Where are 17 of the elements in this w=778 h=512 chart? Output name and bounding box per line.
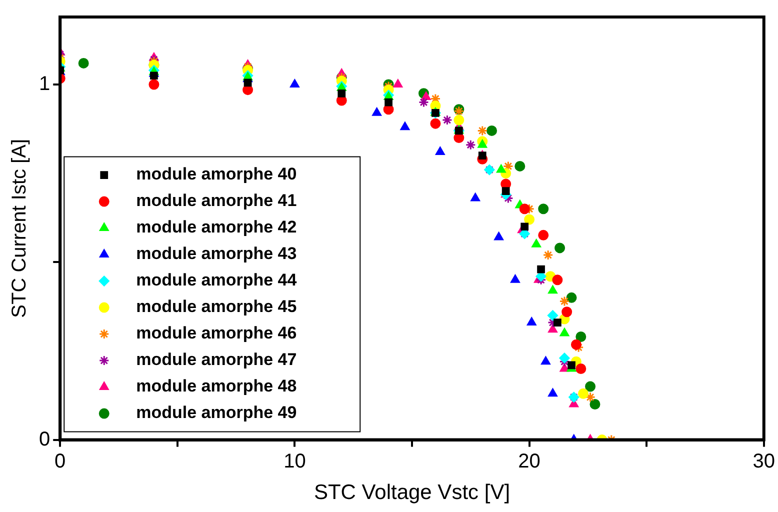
x-tick-label: 30 [752,450,775,472]
legend-label: module amorphe 42 [136,218,297,237]
legend-label: module amorphe 46 [136,324,297,343]
legend-label: module amorphe 45 [136,297,297,316]
legend-label: module amorphe 47 [136,350,297,370]
legend-label: module amorphe 48 [136,376,297,396]
legend-label: module amorphe 49 [136,403,297,422]
legend-label: module amorphe 44 [136,270,298,290]
y-tick-label: 1 [39,73,50,96]
legend-label: module amorphe 43 [136,244,297,264]
legend-label: module amorphe 41 [136,191,297,210]
y-axis-title: STC Current Istc [A] [8,138,31,318]
x-tick-label: 10 [284,450,306,472]
x-tick-label: 20 [518,450,540,472]
x-axis-title: STC Voltage Vstc [V] [314,481,510,504]
x-tick-label: 0 [54,450,66,472]
legend-label: module amorphe 40 [136,164,297,184]
